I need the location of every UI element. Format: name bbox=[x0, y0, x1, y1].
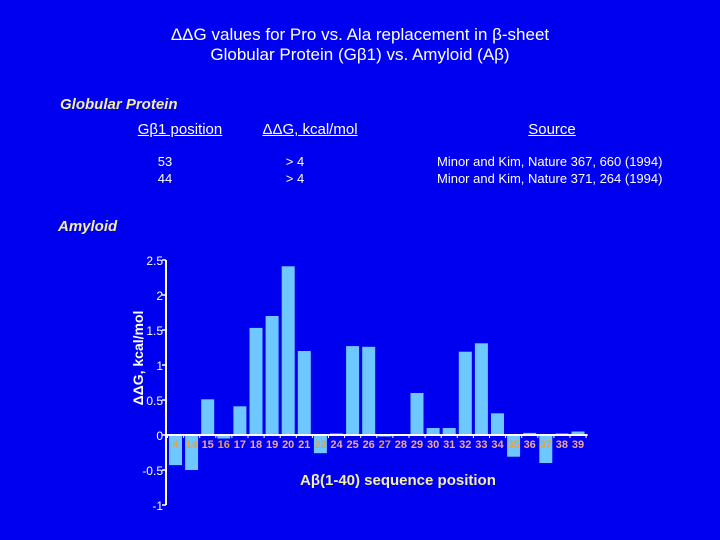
x-tick-label: 33 bbox=[475, 439, 487, 451]
bar-14 bbox=[185, 435, 199, 470]
x-tick-label: 29 bbox=[411, 439, 423, 451]
x-tick-label: 30 bbox=[427, 439, 439, 451]
bar-18 bbox=[249, 327, 263, 435]
x-tick-label: 21 bbox=[298, 439, 310, 451]
x-tick-label: 28 bbox=[395, 439, 407, 451]
bar-35 bbox=[507, 435, 521, 457]
bar-39 bbox=[571, 431, 585, 435]
bar-30 bbox=[426, 428, 440, 435]
bar-21 bbox=[297, 351, 311, 435]
x-tick-label: 31 bbox=[443, 439, 455, 451]
x-tick-label: 20 bbox=[282, 439, 294, 451]
x-tick-label: 15 bbox=[202, 439, 214, 451]
bar-34 bbox=[491, 413, 504, 435]
x-tick-label: 24 bbox=[330, 439, 343, 451]
x-tick-label: 4 bbox=[172, 439, 179, 451]
bar-17 bbox=[233, 406, 247, 435]
chart-title-line-2: Globular Protein (Gβ1) vs. Amyloid (Aβ) bbox=[210, 45, 510, 64]
bar-15 bbox=[201, 399, 215, 435]
x-tick-label: 25 bbox=[346, 439, 358, 451]
x-tick-label: 14 bbox=[185, 439, 198, 451]
bar-22 bbox=[313, 435, 327, 454]
column-header-ddg: ΔΔG, kcal/mol bbox=[262, 121, 358, 138]
x-tick-label: 38 bbox=[556, 439, 568, 451]
y-tick-label: 0 bbox=[156, 429, 163, 443]
bar-32 bbox=[458, 351, 472, 435]
globular-protein-label: Globular Protein bbox=[60, 96, 178, 113]
chart-title-line-1: ΔΔG values for Pro vs. Ala replacement i… bbox=[170, 25, 550, 44]
x-tick-label: 35 bbox=[507, 439, 519, 451]
bar-31 bbox=[442, 428, 456, 435]
y-tick-label: 1.5 bbox=[146, 324, 163, 338]
x-tick-label: 26 bbox=[363, 439, 375, 451]
x-tick-label: 18 bbox=[250, 439, 262, 451]
bar-16 bbox=[217, 435, 231, 439]
x-tick-label: 36 bbox=[524, 439, 536, 451]
bar-26 bbox=[362, 346, 376, 435]
x-tick-label: 22 bbox=[314, 439, 326, 451]
row1-ddg: > 4 bbox=[285, 154, 305, 169]
bar-33 bbox=[474, 343, 488, 435]
bar-4 bbox=[169, 435, 182, 466]
y-axis-label: ΔΔG, kcal/mol bbox=[130, 310, 146, 406]
row2-source: Minor and Kim, Nature 371, 264 (1994) bbox=[437, 171, 663, 186]
column-header-position: Gβ1 position bbox=[137, 121, 223, 138]
y-tick-label: 0.5 bbox=[146, 394, 163, 408]
x-tick-label: 27 bbox=[379, 439, 391, 451]
bar-36 bbox=[523, 432, 537, 435]
y-tick-label: 2.5 bbox=[146, 254, 163, 268]
bar-37 bbox=[539, 435, 553, 463]
x-axis-label: Aβ(1-40) sequence position bbox=[300, 472, 496, 489]
row1-source: Minor and Kim, Nature 367, 660 (1994) bbox=[437, 154, 663, 169]
column-header-source: Source bbox=[528, 121, 576, 138]
y-tick-label: 1 bbox=[156, 359, 163, 373]
x-tick-label: 32 bbox=[459, 439, 471, 451]
x-tick-label: 39 bbox=[572, 439, 584, 451]
bar-20 bbox=[281, 266, 295, 435]
row1-position: 53 bbox=[157, 154, 173, 169]
y-tick-label: -1 bbox=[152, 499, 163, 513]
x-tick-label: 34 bbox=[491, 439, 504, 451]
row2-position: 44 bbox=[157, 171, 173, 186]
y-tick-label: 2 bbox=[156, 289, 163, 303]
amyloid-label: Amyloid bbox=[58, 218, 118, 235]
y-tick-label: -0.5 bbox=[142, 464, 163, 478]
x-tick-label: 37 bbox=[540, 439, 552, 451]
x-tick-label: 16 bbox=[218, 439, 230, 451]
bar-25 bbox=[346, 346, 360, 435]
row2-ddg: > 4 bbox=[285, 171, 305, 186]
x-tick-label: 17 bbox=[234, 439, 246, 451]
bar-19 bbox=[265, 316, 279, 435]
x-tick-label: 19 bbox=[266, 439, 278, 451]
bar-29 bbox=[410, 393, 424, 435]
